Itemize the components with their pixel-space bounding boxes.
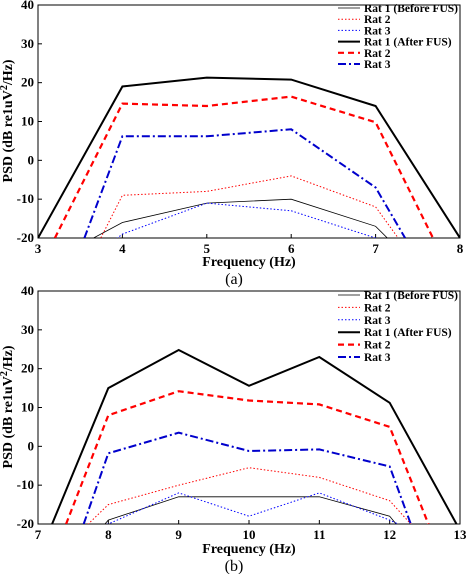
y-tick-label: 10 — [21, 114, 34, 129]
y-ticks-b: -20 -10 0 10 20 30 40 — [17, 283, 42, 531]
y-tick-label: -10 — [17, 191, 34, 206]
legend-entry-label: Rat 2 — [364, 302, 391, 314]
series-line-6 — [83, 128, 406, 238]
panel-label-b: (b) — [225, 558, 244, 574]
series-group-b — [51, 348, 458, 524]
x-tick-label: 8 — [457, 241, 464, 256]
y-tick-label: 30 — [21, 322, 34, 337]
x-tick-label: 10 — [243, 527, 256, 542]
x-tick-label: 4 — [119, 241, 126, 256]
series-line-1 — [104, 496, 397, 524]
y-tick-label: 0 — [28, 438, 35, 453]
x-axis-label-a: Frequency (Hz) — [202, 255, 296, 270]
x-axis-label-b: Frequency (Hz) — [202, 542, 296, 557]
y-tick-label: 20 — [21, 361, 34, 376]
series-line-3 — [116, 202, 377, 238]
legend-entry-label: Rat 1 (Before FUS) — [364, 3, 458, 15]
series-group-a — [38, 76, 460, 238]
legend-entry-label: Rat 3 — [364, 315, 391, 327]
y-tick-label: -20 — [17, 230, 34, 245]
x-tick-label: 13 — [454, 527, 468, 542]
x-tick-label: 3 — [35, 241, 42, 256]
series-line-4 — [51, 348, 458, 524]
y-tick-label: -10 — [17, 477, 34, 492]
series-line-2 — [100, 175, 399, 238]
x-tick-label: 11 — [313, 527, 325, 542]
legend-entry-label: Rat 2 — [364, 14, 391, 26]
panel-a: -20 -10 0 10 20 30 40 3 4 5 6 7 8 PSD (dB re1uV2/Hz… — [0, 0, 464, 288]
panel-label-a: (a) — [225, 271, 243, 288]
y-axis-label-b: PSD (dB re1uV2/Hz) — [0, 345, 16, 468]
y-axis-label-a: PSD (dB re1uV2/Hz) — [0, 59, 16, 182]
x-ticks-b: 7 8 9 10 11 12 13 — [35, 520, 467, 542]
series-line-5 — [53, 95, 434, 238]
legend-entry-label: Rat 1 (After FUS) — [364, 327, 452, 339]
legend-entry-label: Rat 2 — [364, 48, 391, 60]
legend-entry-label: Rat 1 (After FUS) — [364, 37, 452, 49]
series-line-3 — [106, 492, 400, 524]
x-tick-label: 9 — [175, 527, 182, 542]
x-tick-label: 6 — [288, 241, 295, 256]
y-tick-label: 30 — [21, 36, 34, 51]
x-tick-label: 12 — [383, 527, 396, 542]
y-tick-label: 0 — [28, 152, 35, 167]
panel-b: -20 -10 0 10 20 30 40 7 8 9 10 11 12 13 PSD (dB re1u… — [0, 283, 467, 574]
legend-entry-label: Rat 3 — [364, 25, 391, 37]
x-tick-label: 8 — [105, 527, 112, 542]
y-ticks-a: -20 -10 0 10 20 30 40 — [17, 0, 42, 245]
y-tick-label: 40 — [21, 283, 34, 298]
y-tick-label: -20 — [17, 516, 34, 531]
legend-entry-label: Rat 2 — [364, 340, 391, 352]
y-tick-label: 20 — [21, 75, 34, 90]
series-line-6 — [82, 431, 412, 524]
x-tick-label: 7 — [372, 241, 379, 256]
y-tick-label: 40 — [21, 0, 34, 12]
x-tick-label: 7 — [35, 527, 42, 542]
legend-entry-label: Rat 1 (Before FUS) — [364, 290, 458, 302]
series-line-2 — [87, 467, 412, 524]
legend-entry-label: Rat 3 — [364, 352, 391, 364]
series-line-5 — [65, 390, 430, 524]
series-line-1 — [92, 198, 388, 238]
x-ticks-a: 3 4 5 6 7 8 — [35, 234, 464, 256]
x-tick-label: 5 — [204, 241, 211, 256]
series-line-4 — [38, 76, 460, 238]
legend-entry-label: Rat 3 — [364, 59, 391, 71]
y-tick-label: 10 — [21, 400, 34, 415]
